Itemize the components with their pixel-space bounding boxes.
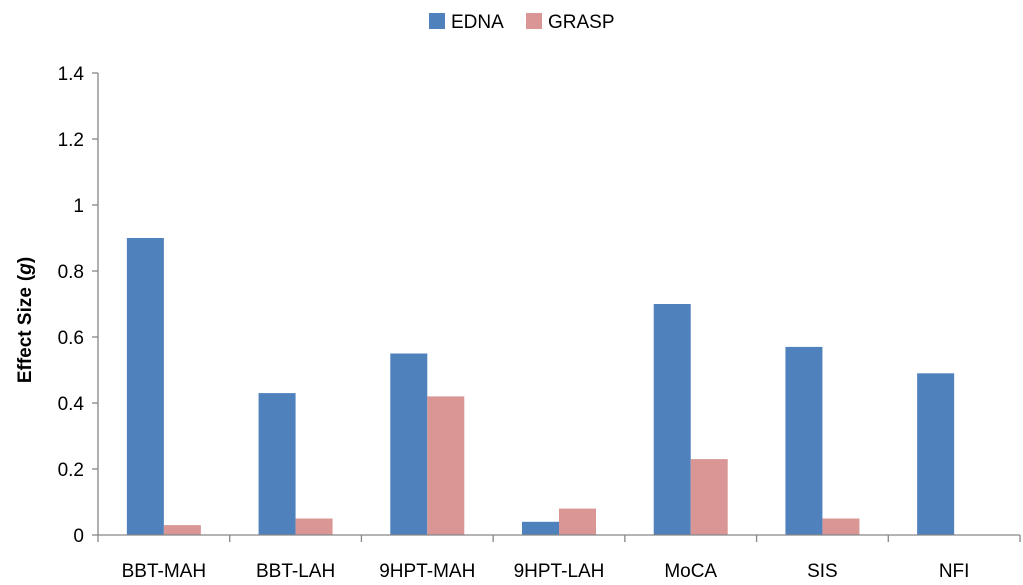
y-tick-label: 0.6: [58, 328, 84, 349]
bar-grasp-sis: [822, 518, 860, 535]
y-axis-title-close-paren: ): [15, 257, 36, 263]
x-tick-label: SIS: [807, 561, 838, 580]
bar-edna-bbt-mah: [126, 238, 164, 535]
y-tick-label: 1: [73, 196, 84, 217]
x-tick-label: MoCA: [664, 561, 717, 580]
y-axis-title: Effect Size (g): [15, 257, 36, 383]
y-tick-label: 0.8: [58, 262, 84, 283]
bar-edna-moca: [653, 304, 691, 535]
x-tick-label: BBT-MAH: [122, 561, 206, 580]
bar-edna-9hpt-lah: [522, 521, 559, 535]
axes-layer: 0 0.2 0.4 0.6 0.8 1 1.2 1.4 BBT-MAH BBT-LAH 9HPT-M…: [58, 64, 1021, 582]
bar-edna-9hpt-mah: [390, 353, 428, 535]
bar-grasp-9hpt-lah: [559, 508, 596, 535]
y-tick-label: 0.2: [58, 460, 84, 481]
bars-layer: [126, 238, 955, 535]
bar-edna-sis: [785, 346, 823, 535]
legend-swatch-edna: [429, 13, 445, 29]
y-axis-title-text: Effect Size: [15, 287, 36, 383]
x-tick-label: 9HPT-MAH: [379, 561, 475, 580]
bar-grasp-moca: [690, 459, 728, 535]
y-axis-title-open-paren: (: [15, 274, 36, 281]
legend-label-grasp: GRASP: [548, 12, 615, 33]
y-axis-title-symbol: g: [15, 263, 36, 276]
x-tick-label: BBT-LAH: [256, 561, 335, 580]
y-tick-label: 1.4: [58, 64, 85, 85]
bar-grasp-9hpt-mah: [427, 396, 465, 535]
bar-grasp-bbt-mah: [163, 525, 201, 535]
x-tick-label: NFI: [939, 561, 970, 580]
bar-edna-nfi: [917, 373, 955, 535]
y-tick-label: 0: [73, 526, 84, 547]
bar-grasp-bbt-lah: [295, 518, 333, 535]
legend-label-edna: EDNA: [451, 12, 504, 33]
y-tick-label: 1.2: [58, 130, 84, 151]
legend: EDNA GRASP: [429, 12, 615, 33]
bar-edna-bbt-lah: [258, 393, 296, 535]
y-tick-label: 0.4: [58, 394, 85, 415]
x-tick-label: 9HPT-LAH: [514, 561, 605, 580]
legend-swatch-grasp: [526, 13, 542, 29]
